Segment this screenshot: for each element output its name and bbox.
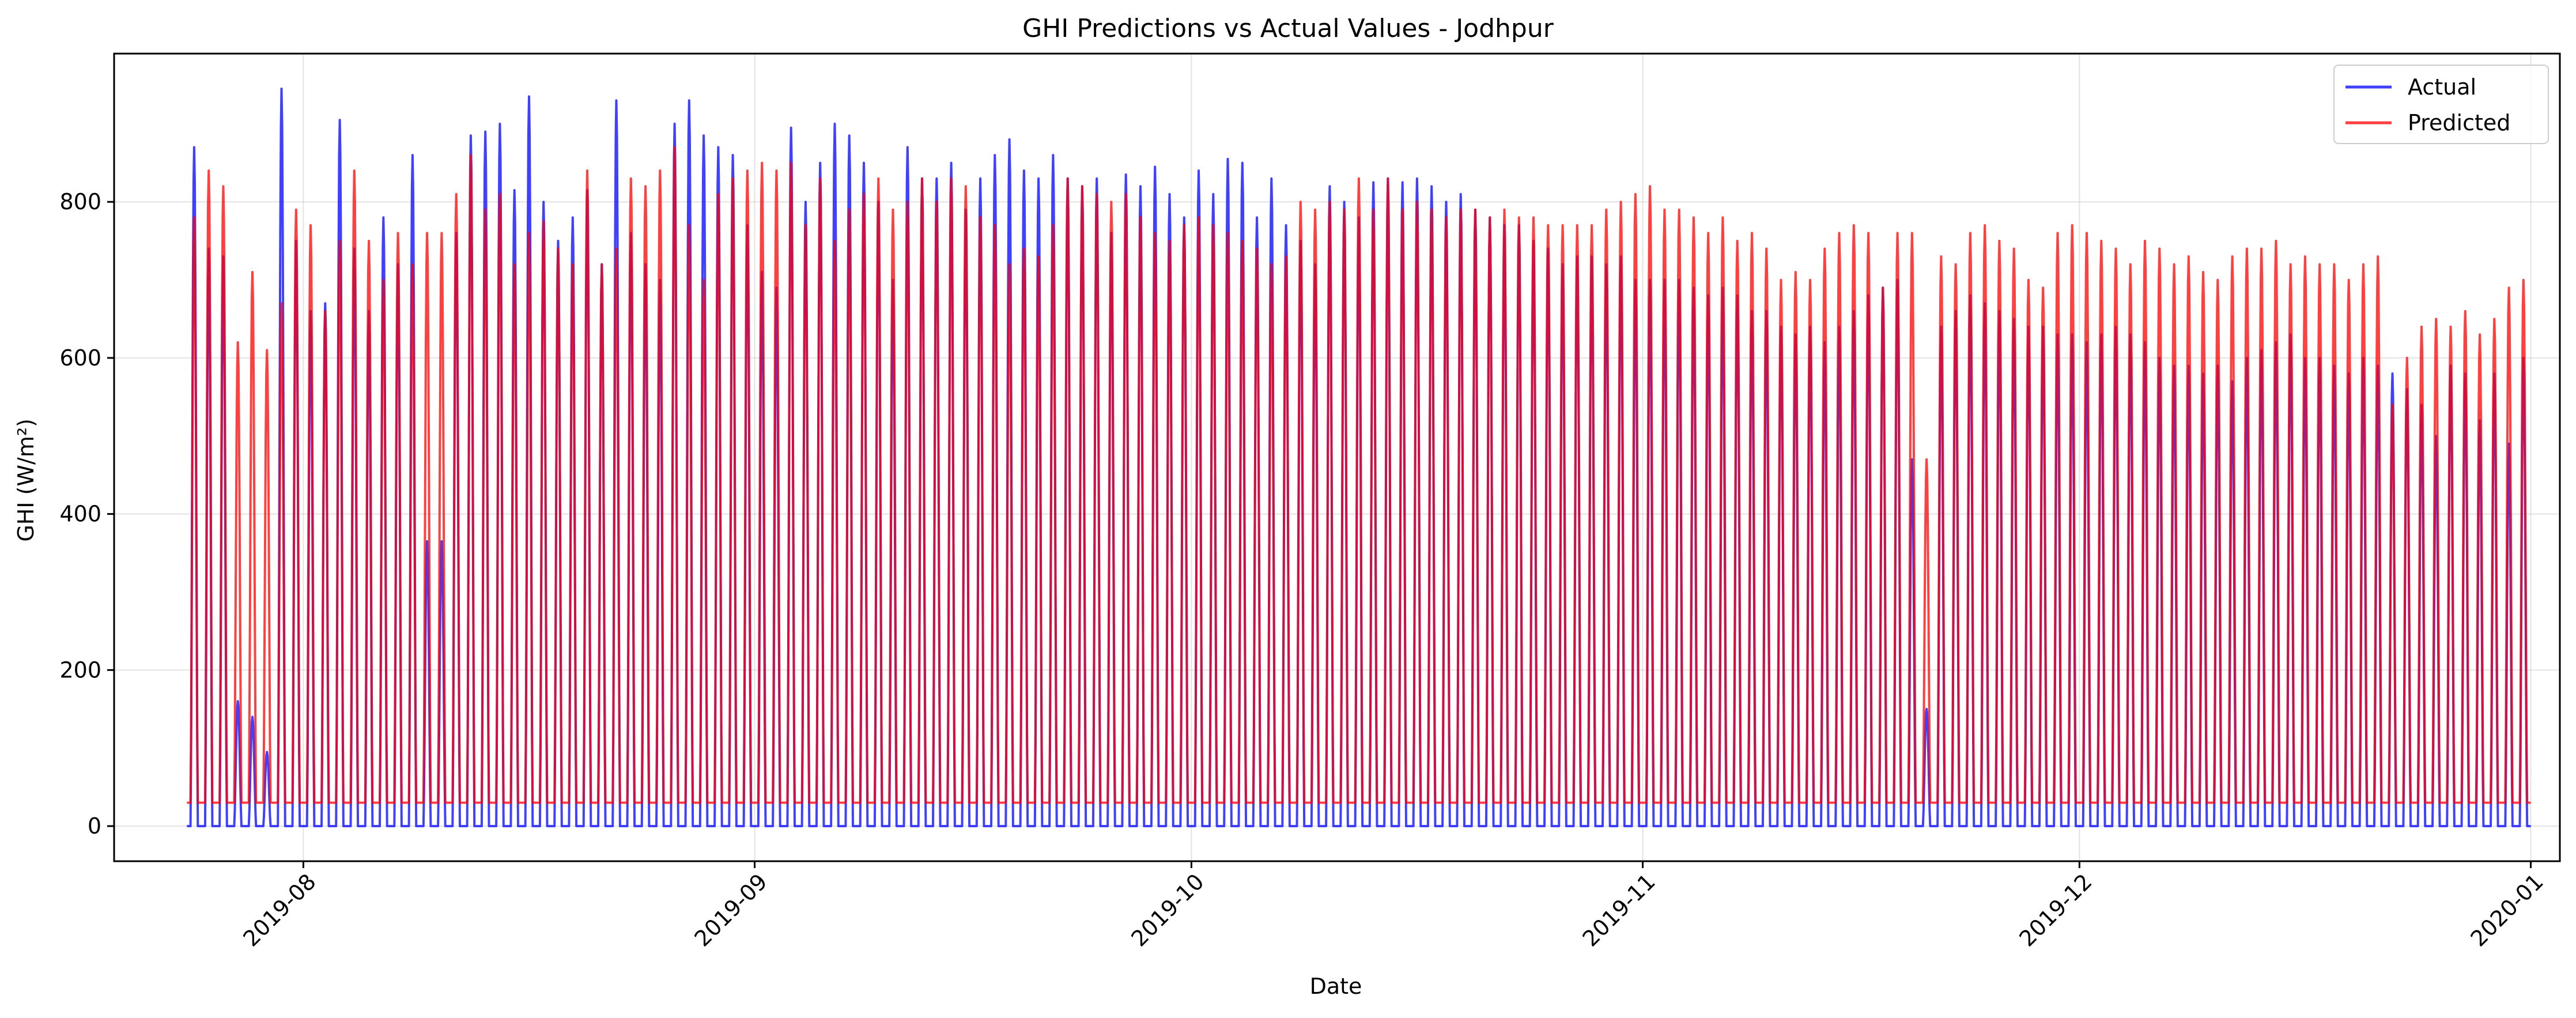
chart-title: GHI Predictions vs Actual Values - Jodhp…	[1022, 14, 1554, 43]
legend-label-actual: Actual	[2408, 74, 2476, 100]
series-line-predicted	[186, 146, 2532, 804]
legend-label-predicted: Predicted	[2408, 110, 2510, 135]
plot-frame	[113, 52, 2561, 862]
grid	[114, 54, 2560, 861]
series-layer	[186, 87, 2532, 828]
y-tick-label: 800	[59, 189, 101, 214]
y-axis-label: GHI (W/m²)	[13, 418, 39, 542]
y-tick-label: 200	[59, 657, 101, 683]
x-axis-label: Date	[1310, 974, 1362, 999]
y-tick-label: 0	[88, 813, 101, 839]
y-tick-label: 600	[59, 345, 101, 371]
y-tick-label: 400	[59, 502, 101, 527]
legend: Actual Predicted	[2333, 65, 2549, 144]
y-axis-ticks: 0 200 400 600 800	[59, 189, 114, 839]
